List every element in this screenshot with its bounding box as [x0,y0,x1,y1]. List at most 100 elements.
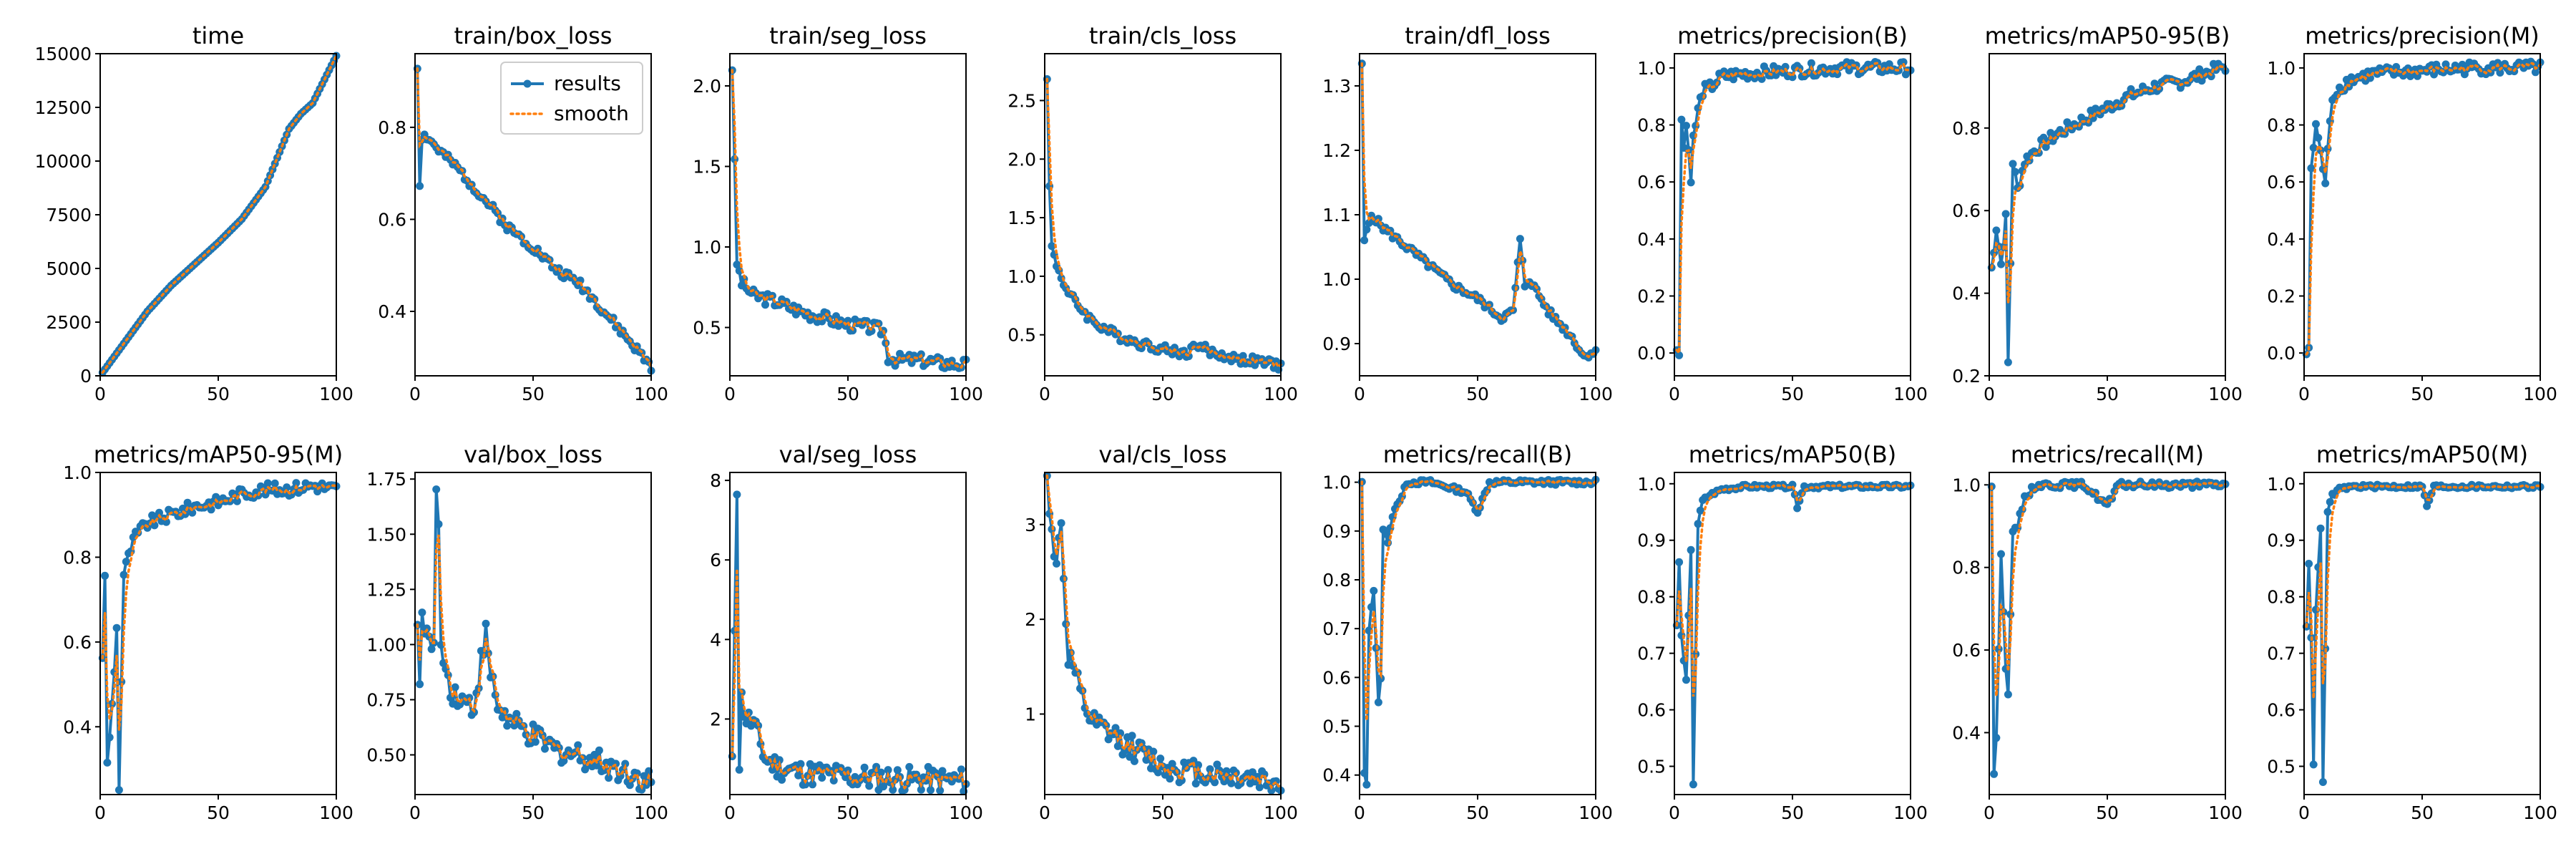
data-point [621,759,630,768]
legend-box [500,62,643,135]
x-tick-label: 100 [1579,802,1613,823]
chart-panel-train-cls-loss: train/cls_loss 0.5 1.0 1.5 2.0 2.5 0 50 100 [1008,22,1298,404]
y-tick-label: 0.5 [1008,325,1036,346]
data-point [283,483,291,492]
plot-frame [1359,472,1596,795]
series-line-results [1045,475,1282,792]
data-point [796,759,805,768]
y-tick-label: 0.8 [2267,587,2296,608]
x-tick-label: 0 [1354,384,1365,404]
y-tick-label: 1.25 [366,579,406,600]
x-tick-label: 50 [1466,802,1489,823]
x-tick-label: 0 [724,384,736,404]
data-point [2004,358,2012,367]
data-point [801,780,810,789]
data-point [1267,786,1276,795]
data-point [2150,79,2159,88]
y-tick-label: 0.75 [366,689,406,710]
data-point [103,758,112,767]
data-point [889,785,897,794]
y-tick-label: 0.6 [378,209,406,230]
data-point [922,777,930,785]
data-point [541,744,549,753]
y-tick-label: 0.6 [2267,172,2296,193]
data-point [860,763,869,772]
data-point [1997,260,2005,268]
y-tick-label: 0.5 [1637,757,1666,777]
series-line-smooth [101,54,338,374]
data-point [1687,178,1695,187]
data-point [1682,122,1690,130]
chart-title: train/cls_loss [1089,22,1236,49]
y-tick-label: 1.50 [366,524,406,545]
series-line-results [1045,79,1282,372]
legend-label-results: results [554,72,621,95]
y-tick-label: 1.5 [1008,208,1036,228]
series-line-smooth [416,67,653,369]
data-point [2321,179,2330,188]
data-point [1166,775,1174,783]
y-tick-label: 0 [80,366,92,387]
y-tick-label: 6 [710,550,721,571]
data-point [112,623,121,632]
data-point [605,774,613,782]
data-point [1699,92,1707,100]
data-point [1899,58,1908,67]
chart-title: train/box_loss [454,22,613,49]
chart-title: val/box_loss [464,441,602,468]
data-point [2496,69,2504,77]
y-tick-label: 0.8 [1637,587,1666,608]
series-line-smooth [1360,479,1597,721]
data-point [936,786,945,795]
plot-frame [414,53,652,377]
data-point [1516,235,1524,243]
chart-panel-metrics-recall-b: metrics/recall(B) 0.4 0.5 0.6 0.7 0.8 0.9 1.0 0 5… [1322,441,1613,823]
data-point [574,741,582,749]
plot-frame [414,472,652,795]
data-point [2323,508,2332,516]
y-tick-label: 1.00 [366,634,406,655]
x-tick-label: 50 [1781,802,1804,823]
series-line-results [1675,60,1911,357]
x-tick-label: 50 [522,802,545,823]
data-point [1104,735,1113,744]
data-point [1239,351,1247,360]
data-point [1381,530,1390,538]
data-point [1168,759,1176,768]
data-point [872,762,881,771]
legend-marker-results [523,79,532,88]
chart-panel-train-seg-loss: train/seg_loss 0.5 1.0 1.5 2.0 0 50 100 [693,22,983,404]
chart-panel-val-cls-loss: val/cls_loss 1 2 3 0 50 100 [1025,441,1298,823]
legend-label-smooth: smooth [554,102,629,125]
chart-panel-val-box-loss: val/box_loss 0.50 0.75 1.00 1.25 1.50 1.75 0 50 1… [366,441,668,823]
y-tick-label: 1.0 [1322,269,1351,290]
y-tick-label: 2 [710,709,721,729]
x-tick-label: 0 [1669,384,1680,404]
data-point [735,266,743,275]
x-tick-label: 50 [2096,384,2119,404]
x-tick-label: 100 [1264,802,1298,823]
data-point [122,558,130,566]
data-point [2430,70,2438,79]
data-point [1255,783,1264,792]
data-point [2309,143,2318,152]
data-point [1111,724,1120,732]
plot-frame [1989,472,2226,795]
data-point [733,490,741,499]
data-point [2316,524,2325,533]
chart-title: metrics/mAP50-95(B) [1985,22,2230,49]
plot-frame [2303,53,2541,377]
y-tick-label: 0.6 [1952,640,1981,661]
plot-frame [729,472,967,795]
data-point [1675,558,1684,566]
y-tick-label: 1.0 [1952,475,1981,495]
data-point [1211,778,1219,787]
chart-title: metrics/mAP50(M) [2316,441,2528,468]
data-point [1206,765,1214,773]
data-point [1130,757,1138,765]
data-point [1213,760,1221,769]
plot-frame [1989,53,2226,377]
y-tick-label: 0.8 [2267,115,2296,136]
data-point [1367,603,1375,611]
